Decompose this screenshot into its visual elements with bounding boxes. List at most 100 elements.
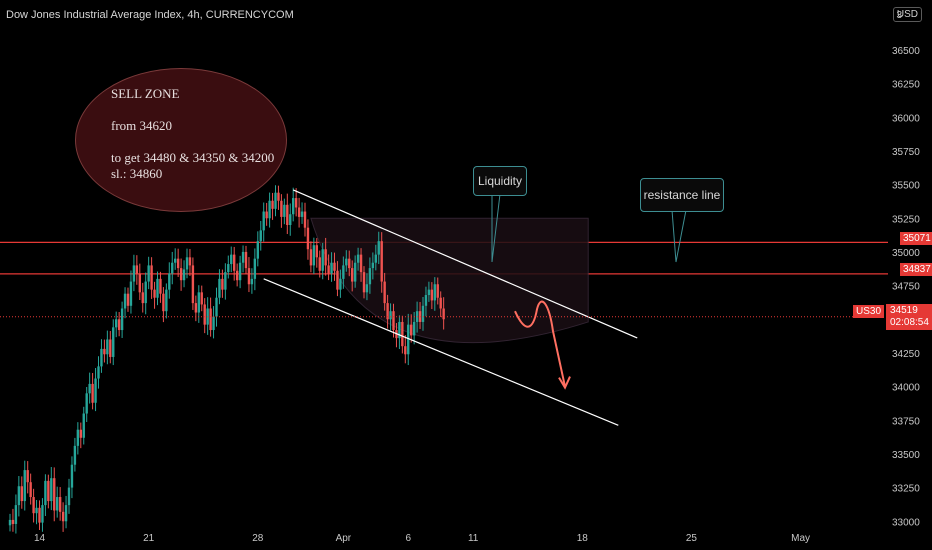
candle-body bbox=[224, 272, 227, 290]
candle-body bbox=[365, 284, 369, 293]
candle-body bbox=[398, 321, 401, 339]
candle-body bbox=[241, 251, 245, 263]
candle-body bbox=[262, 211, 265, 231]
candle-body bbox=[386, 303, 389, 320]
candle-body bbox=[144, 281, 147, 304]
candle-body bbox=[70, 464, 74, 488]
candle-body bbox=[32, 497, 35, 514]
candle-body bbox=[271, 200, 274, 209]
candle-body bbox=[171, 262, 174, 274]
candle-body bbox=[318, 257, 321, 271]
candle-body bbox=[179, 268, 183, 281]
liquidity-pointer bbox=[491, 193, 501, 263]
y-tick-label: 34000 bbox=[892, 383, 920, 394]
chart-title: Dow Jones Industrial Average Index, 4h, … bbox=[6, 9, 294, 21]
candle-body bbox=[235, 270, 239, 281]
candle-body bbox=[79, 429, 82, 438]
resistance-callout[interactable]: resistance line bbox=[640, 178, 724, 212]
candle-body bbox=[377, 241, 380, 255]
candle-body bbox=[168, 273, 171, 290]
level-tag-34837: 34837 bbox=[900, 263, 932, 276]
candle-body bbox=[436, 284, 439, 298]
sell-zone-entry: from 34620 bbox=[111, 118, 173, 133]
sell-zone-ellipse[interactable] bbox=[75, 68, 287, 212]
candle-body bbox=[336, 270, 339, 290]
candle-body bbox=[353, 262, 357, 282]
y-tick-label: 35500 bbox=[892, 181, 920, 192]
candle-body bbox=[138, 273, 141, 293]
candle-body bbox=[433, 284, 436, 301]
candle-body bbox=[159, 278, 162, 294]
candle-body bbox=[147, 265, 150, 282]
x-axis[interactable]: 14 21 28 Apr 6 11 18 25 May bbox=[34, 533, 810, 544]
x-tick-label: 28 bbox=[252, 533, 264, 544]
candle-body bbox=[421, 305, 425, 322]
candle-body bbox=[359, 254, 363, 273]
x-tick-label: 18 bbox=[577, 533, 589, 544]
projection-arrowhead bbox=[558, 376, 571, 390]
candle-body bbox=[194, 303, 198, 313]
candle-body bbox=[280, 200, 283, 217]
x-tick-label: Apr bbox=[336, 533, 352, 544]
candle-body bbox=[50, 478, 53, 502]
candle-body bbox=[401, 321, 404, 347]
x-tick-label: 21 bbox=[143, 533, 155, 544]
candle-body bbox=[115, 319, 118, 328]
projection-arrow bbox=[491, 193, 687, 390]
candle-body bbox=[165, 289, 168, 312]
candle-body bbox=[162, 293, 165, 312]
candle-body bbox=[120, 308, 124, 331]
candle-body bbox=[392, 311, 395, 331]
candle-body bbox=[109, 339, 112, 357]
candle-body bbox=[26, 470, 29, 483]
x-tick-label: 6 bbox=[405, 533, 411, 544]
candle-body bbox=[56, 497, 59, 511]
candle-body bbox=[156, 278, 159, 298]
candle-body bbox=[345, 258, 348, 266]
candle-body bbox=[153, 289, 156, 298]
candle-body bbox=[200, 292, 203, 305]
candle-body bbox=[297, 207, 301, 217]
candle-body bbox=[238, 262, 242, 281]
candle-body bbox=[17, 486, 21, 506]
candle-body bbox=[123, 293, 127, 309]
candle-body bbox=[41, 505, 44, 523]
candle-body bbox=[58, 497, 62, 512]
candles bbox=[8, 185, 445, 534]
candle-body bbox=[315, 245, 318, 258]
candle-body bbox=[132, 265, 136, 282]
candle-body bbox=[351, 268, 354, 282]
candle-body bbox=[212, 316, 215, 331]
candle-body bbox=[274, 192, 277, 209]
candle-body bbox=[327, 265, 330, 274]
currency-selector[interactable]: USD bbox=[892, 7, 922, 22]
sell-zone-targets: to get 34480 & 34350 & 34200 bbox=[111, 150, 275, 165]
candle-body bbox=[129, 281, 133, 306]
candle-body bbox=[380, 241, 383, 282]
candle-body bbox=[233, 254, 236, 271]
candle-body bbox=[117, 319, 121, 331]
candle-body bbox=[286, 204, 289, 225]
candle-body bbox=[321, 249, 324, 271]
liquidity-label: Liquidity bbox=[477, 174, 523, 188]
liquidity-callout[interactable]: Liquidity bbox=[473, 166, 527, 196]
resistance-pointer bbox=[671, 209, 687, 263]
candle-body bbox=[61, 511, 65, 522]
x-tick-label: 25 bbox=[686, 533, 698, 544]
sell-zone-text: SELL ZONE from 34620 to get 34480 & 3435… bbox=[111, 86, 274, 182]
candle-body bbox=[185, 257, 189, 270]
y-tick-label: 36000 bbox=[892, 113, 920, 124]
candle-body bbox=[53, 478, 56, 511]
channel-upper-line bbox=[292, 189, 638, 339]
candle-body bbox=[277, 192, 280, 201]
countdown-timer: 02:08:54 bbox=[890, 317, 929, 328]
y-tick-label: 34750 bbox=[892, 282, 920, 293]
y-tick-label: 33750 bbox=[892, 416, 920, 427]
candle-body bbox=[303, 211, 307, 228]
candle-body bbox=[407, 324, 410, 355]
y-axis[interactable]: 3300033250335003375034000342503450034750… bbox=[892, 46, 920, 528]
candle-body bbox=[312, 245, 316, 266]
x-tick-label: 11 bbox=[468, 533, 479, 544]
candle-body bbox=[174, 258, 177, 263]
